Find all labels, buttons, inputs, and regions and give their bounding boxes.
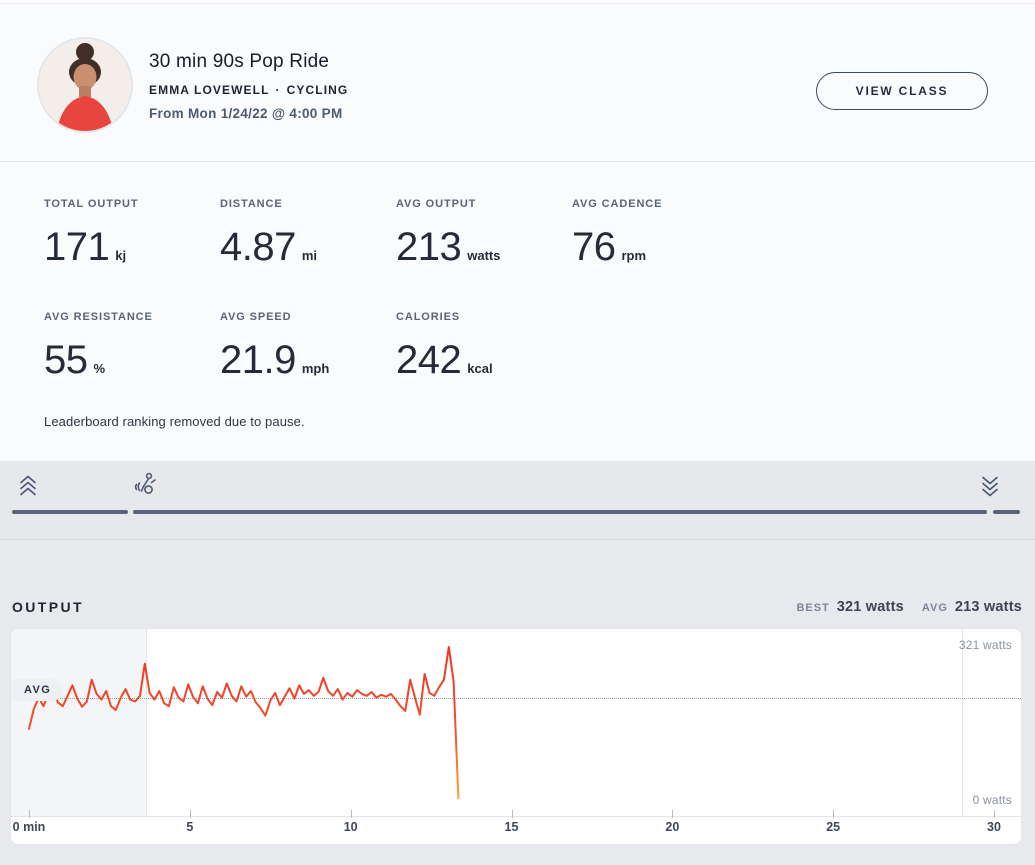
stat-avg-resistance: AVG RESISTANCE 55%: [44, 311, 220, 383]
ride-title: 30 min 90s Pop Ride: [149, 51, 330, 72]
stat-calories: CALORIES 242 kcal: [396, 311, 572, 383]
y-max-label: 321 watts: [958, 638, 1012, 652]
stat-label: CALORIES: [396, 311, 461, 323]
x-axis-baseline: [11, 816, 1021, 817]
stat-unit: kcal: [467, 361, 493, 376]
stats-row-1: TOTAL OUTPUT 171 kj DISTANCE 4.87 mi AVG O…: [44, 198, 1035, 270]
stats-row-2: AVG RESISTANCE 55% AVG SPEED 21.9 mph CAL…: [44, 311, 1035, 383]
x-tick: [189, 810, 191, 818]
top-divider: [0, 0, 1035, 4]
best-output: BEST 321 watts: [796, 599, 903, 615]
workout-header: 30 min 90s Pop Ride EMMA LOVEWELL · CYCLIN…: [0, 4, 1035, 133]
timeline-segment-warmup: [12, 510, 128, 514]
stat-avg-speed: AVG SPEED 21.9 mph: [220, 311, 396, 383]
chevrons-down-icon: [978, 473, 1002, 504]
x-tick: [350, 810, 352, 818]
header-divider: [0, 161, 1035, 162]
stat-unit: mph: [301, 361, 330, 376]
stat-label: AVG SPEED: [220, 311, 292, 323]
y-min-label: 0 watts: [972, 793, 1012, 807]
x-tick: [833, 810, 835, 818]
discipline: CYCLING: [286, 83, 349, 97]
best-value: 321 watts: [836, 599, 904, 615]
x-tick-label: 0 min: [12, 820, 46, 834]
ride-date: From Mon 1/24/22 @ 4:00 PM: [149, 106, 343, 121]
avg-value: 213 watts: [954, 599, 1022, 615]
avg-output-summary: AVG 213 watts: [922, 599, 1022, 615]
dot-separator: ·: [275, 83, 281, 97]
output-line-chart: [28, 646, 460, 800]
instructor-avatar-image: [37, 37, 133, 133]
x-tick-label: 25: [826, 820, 841, 834]
timeline-segment-main: [133, 510, 987, 514]
stat-unit: watts: [467, 248, 501, 263]
output-header: OUTPUT BEST 321 watts AVG 213 watts: [10, 540, 1022, 615]
stat-unit: %: [93, 361, 106, 376]
stat-unit: rpm: [621, 248, 647, 263]
timeline-segment-cooldown: [993, 510, 1020, 514]
pause-gridline: [146, 629, 148, 816]
stats-grid: TOTAL OUTPUT 171 kj DISTANCE 4.87 mi AVG O…: [0, 162, 1035, 429]
leaderboard-note: Leaderboard ranking removed due to pause…: [44, 414, 305, 429]
class-timeline: [0, 461, 1035, 540]
stat-label: TOTAL OUTPUT: [44, 198, 139, 210]
best-label: BEST: [796, 602, 830, 614]
avatar: [37, 37, 133, 133]
output-title: OUTPUT: [12, 599, 84, 615]
stat-number: 76: [572, 225, 616, 269]
stat-number: 4.87: [220, 225, 296, 269]
stat-number: 55: [44, 338, 88, 382]
avg-line: [11, 698, 1021, 700]
stat-label: AVG OUTPUT: [396, 198, 477, 210]
stat-number: 242: [396, 338, 462, 382]
stat-number: 171: [44, 225, 110, 269]
instructor-name: EMMA LOVEWELL: [149, 83, 270, 97]
stat-label: DISTANCE: [220, 198, 283, 210]
output-summary: BEST 321 watts AVG 213 watts: [796, 599, 1022, 615]
output-chart[interactable]: AVG 321 watts 0 watts 0 min 5 10 15 20 25 30: [10, 628, 1022, 845]
chevrons-up-icon: [16, 473, 40, 504]
ride-subtitle: EMMA LOVEWELL · CYCLING: [149, 83, 348, 97]
stat-total-output: TOTAL OUTPUT 171 kj: [44, 198, 220, 270]
stat-distance: DISTANCE 4.87 mi: [220, 198, 396, 270]
output-section: OUTPUT BEST 321 watts AVG 213 watts AVG …: [0, 540, 1035, 865]
ride-info: 30 min 90s Pop Ride EMMA LOVEWELL · CYCLIN…: [149, 37, 348, 121]
stat-avg-output: AVG OUTPUT 213 watts: [396, 198, 572, 270]
x-tick-label: 20: [665, 820, 680, 834]
stat-avg-cadence: AVG CADENCE 76 rpm: [572, 198, 748, 270]
stat-label: AVG CADENCE: [572, 198, 663, 210]
x-tick: [511, 810, 513, 818]
cycling-icon: [132, 470, 160, 505]
x-tick: [29, 810, 30, 818]
x-tick-label: 15: [504, 820, 519, 834]
output-line: [28, 646, 460, 800]
y-axis-line: [961, 629, 963, 816]
avg-label: AVG: [921, 602, 948, 614]
stat-unit: mi: [301, 248, 318, 263]
x-tick-label: 5: [186, 820, 194, 834]
stat-number: 21.9: [220, 338, 296, 382]
stat-number: 213: [396, 225, 462, 269]
avg-pill: AVG: [11, 679, 64, 702]
pre-pause-region: [11, 629, 147, 816]
stat-label: AVG RESISTANCE: [44, 311, 153, 323]
view-class-button[interactable]: VIEW CLASS: [816, 72, 988, 110]
x-tick: [994, 810, 995, 818]
x-tick: [672, 810, 674, 818]
x-tick-label: 30: [987, 820, 1001, 834]
x-tick-label: 10: [343, 820, 358, 834]
stat-unit: kj: [115, 248, 127, 263]
